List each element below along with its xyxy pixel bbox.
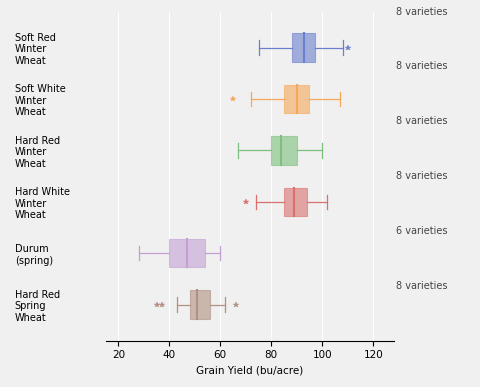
FancyBboxPatch shape [284, 188, 307, 216]
FancyBboxPatch shape [190, 291, 210, 319]
Text: 8 varieties: 8 varieties [396, 62, 448, 72]
Text: 8 varieties: 8 varieties [396, 7, 448, 17]
Text: 8 varieties: 8 varieties [396, 116, 448, 126]
FancyBboxPatch shape [284, 85, 310, 113]
X-axis label: Grain Yield (bu/acre): Grain Yield (bu/acre) [196, 366, 303, 376]
FancyBboxPatch shape [271, 136, 297, 164]
Text: 8 varieties: 8 varieties [396, 281, 448, 291]
Text: 8 varieties: 8 varieties [396, 171, 448, 181]
FancyBboxPatch shape [169, 239, 205, 267]
Text: 6 varieties: 6 varieties [396, 226, 448, 236]
FancyBboxPatch shape [292, 33, 314, 62]
